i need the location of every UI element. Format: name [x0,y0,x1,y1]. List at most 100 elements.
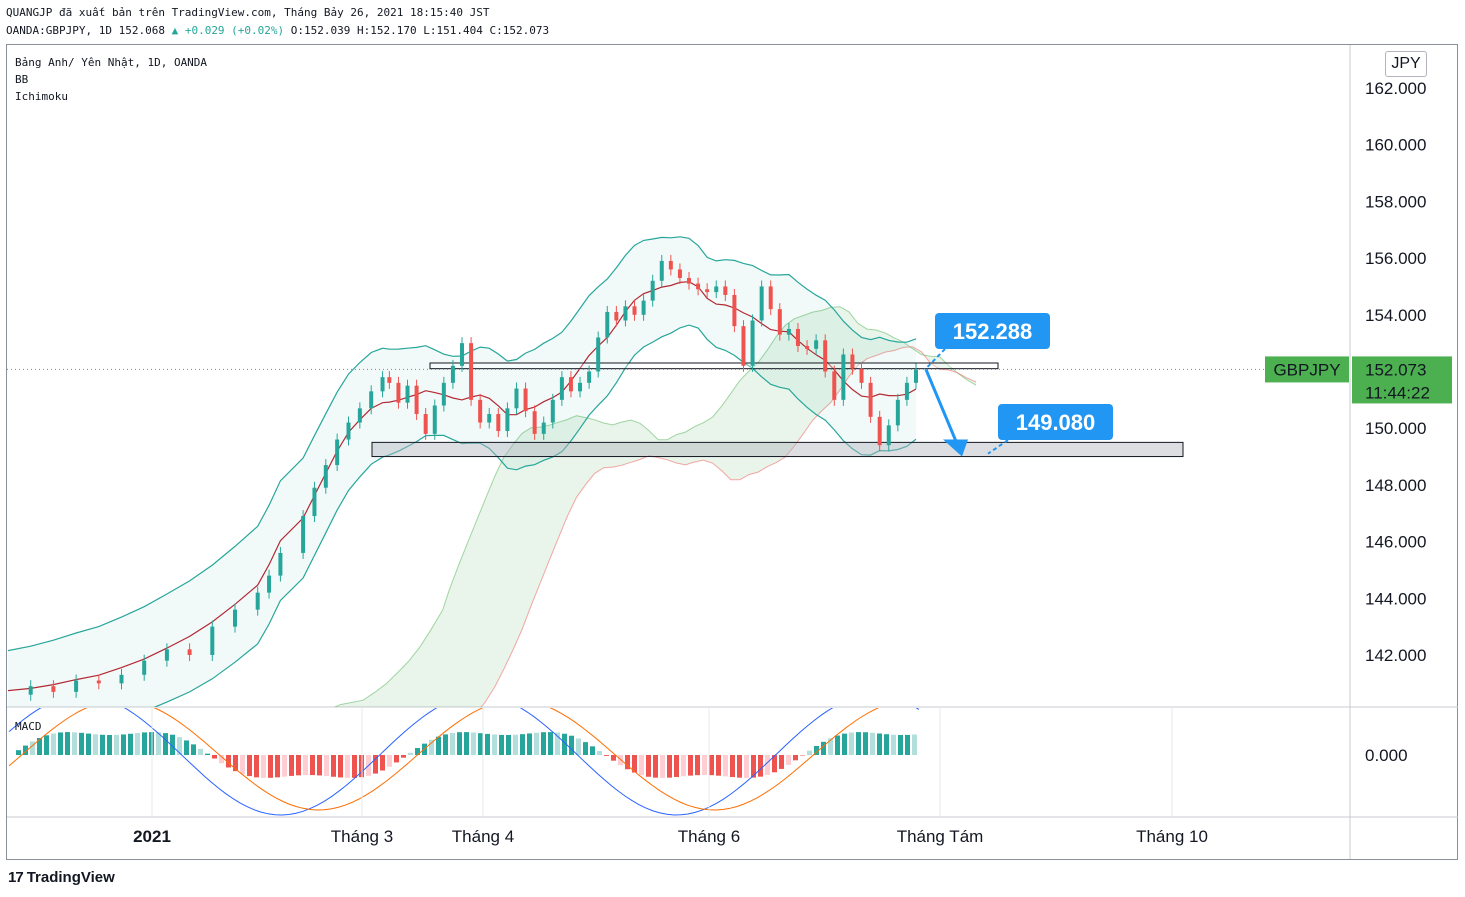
chart-frame [6,44,1458,860]
candle-body [650,280,655,301]
candle-body [312,487,317,517]
candle-body [357,408,362,423]
candle-body [587,371,592,383]
macd-histogram-bar [716,755,721,776]
upper-price-callout-pointer [924,348,946,371]
candle-body [210,626,215,655]
candle-body [859,368,864,383]
candle-body [559,377,564,400]
macd-histogram-bar [849,732,854,755]
macd-histogram-bar [688,755,693,776]
brand-name: TradingView [26,869,115,886]
macd-histogram-bar [653,755,658,778]
chart-legend-title: Bảng Anh/ Yên Nhật, 1D, OANDA [15,56,208,69]
macd-histogram-bar [142,732,147,755]
macd-histogram-bar [100,734,105,755]
y-tick-label: 148.000 [1365,476,1426,495]
macd-histogram-bar [730,755,735,778]
macd-histogram-bar [450,732,455,755]
macd-histogram-bar [268,755,273,778]
macd-histogram-bar [702,755,707,776]
candle-body [505,408,510,432]
bb-indicator-label[interactable]: BB [15,73,29,86]
candle-body [335,439,340,466]
macd-histogram-bar [646,755,651,777]
macd-histogram-bar [604,755,609,756]
macd-histogram-bar [534,732,539,755]
macd-histogram-bar [191,744,196,755]
macd-histogram-bar [856,732,861,755]
macd-histogram-bar [23,745,28,755]
macd-histogram-bar [380,755,385,771]
macd-histogram-bar [597,751,602,755]
macd-histogram-bar [212,755,217,759]
upper-price-callout-box [935,313,1050,349]
candle-body [759,286,764,321]
candle-body [432,405,437,434]
tradingview-mark-icon: 17 [8,869,24,886]
symbol-tag-box [1265,356,1349,383]
macd-histogram-bar [863,732,868,755]
macd-histogram-bar [548,732,553,755]
candle-body [914,369,918,383]
macd-histogram-bar [408,752,413,755]
macd-histogram-bar [499,734,504,755]
macd-histogram-bar [625,755,630,770]
candle-body [346,422,351,440]
macd-histogram-bar [471,732,476,755]
macd-histogram-bar [870,732,875,755]
macd-histogram-bar [555,732,560,755]
macd-histogram-bar [415,748,420,755]
y-tick-label: 144.000 [1365,589,1426,608]
candle-body [868,382,873,417]
macd-histogram-bar [877,733,882,755]
candle-body [614,311,619,321]
x-tick-label: Tháng 6 [678,827,740,846]
candle-body [696,283,701,290]
candle-body [450,365,455,383]
macd-histogram-bar [681,755,686,777]
macd-histogram-bar [786,755,791,765]
macd-histogram-bar [737,755,742,778]
ichimoku-indicator-label[interactable]: Ichimoku [15,90,68,103]
macd-histogram-bar [506,734,511,755]
macd-histogram-bar [303,755,308,776]
macd-histogram-bar [835,735,840,755]
macd-histogram-bar [821,741,826,755]
candle-body [768,286,773,310]
macd-histogram-bar [275,755,280,778]
candle-body [668,260,673,270]
candle-body [832,371,837,400]
macd-histogram-bar [282,755,287,777]
macd-histogram-bar [37,737,42,755]
candle-body [805,345,810,349]
candle-body [714,286,719,293]
x-tick-label: 2021 [133,827,171,846]
macd-histogram-bar [338,755,343,778]
y-tick-label: 146.000 [1365,533,1426,552]
macd-histogram-bar [72,732,77,755]
macd-histogram-bar [198,748,203,755]
macd-histogram-bar [240,755,245,775]
upper-price-callout-text: 152.288 [953,319,1033,344]
currency-button[interactable]: JPY [1385,51,1427,77]
candle-body [596,337,601,372]
macd-histogram-bar [485,733,490,755]
bb-fill [8,236,916,707]
macd-histogram-bar [107,734,112,755]
macd-histogram-bar [744,755,749,778]
macd-histogram-bar [30,741,35,755]
symbol-prefix: OANDA:GBPJPY, 1D 152.068 [6,24,165,37]
macd-histogram-bar [632,755,637,773]
candle-body [405,385,410,403]
ohlc-values: O:152.039 H:152.170 L:151.404 C:152.073 [290,24,550,37]
candle-body [142,660,147,675]
resistance-zone [429,362,999,370]
macd-histogram-bar [891,734,896,755]
candle-body [541,422,546,434]
candle-body [28,686,33,695]
macd-histogram-bar [765,755,770,775]
macd-histogram-bar [723,755,728,777]
macd-indicator-label[interactable]: MACD [15,720,42,733]
